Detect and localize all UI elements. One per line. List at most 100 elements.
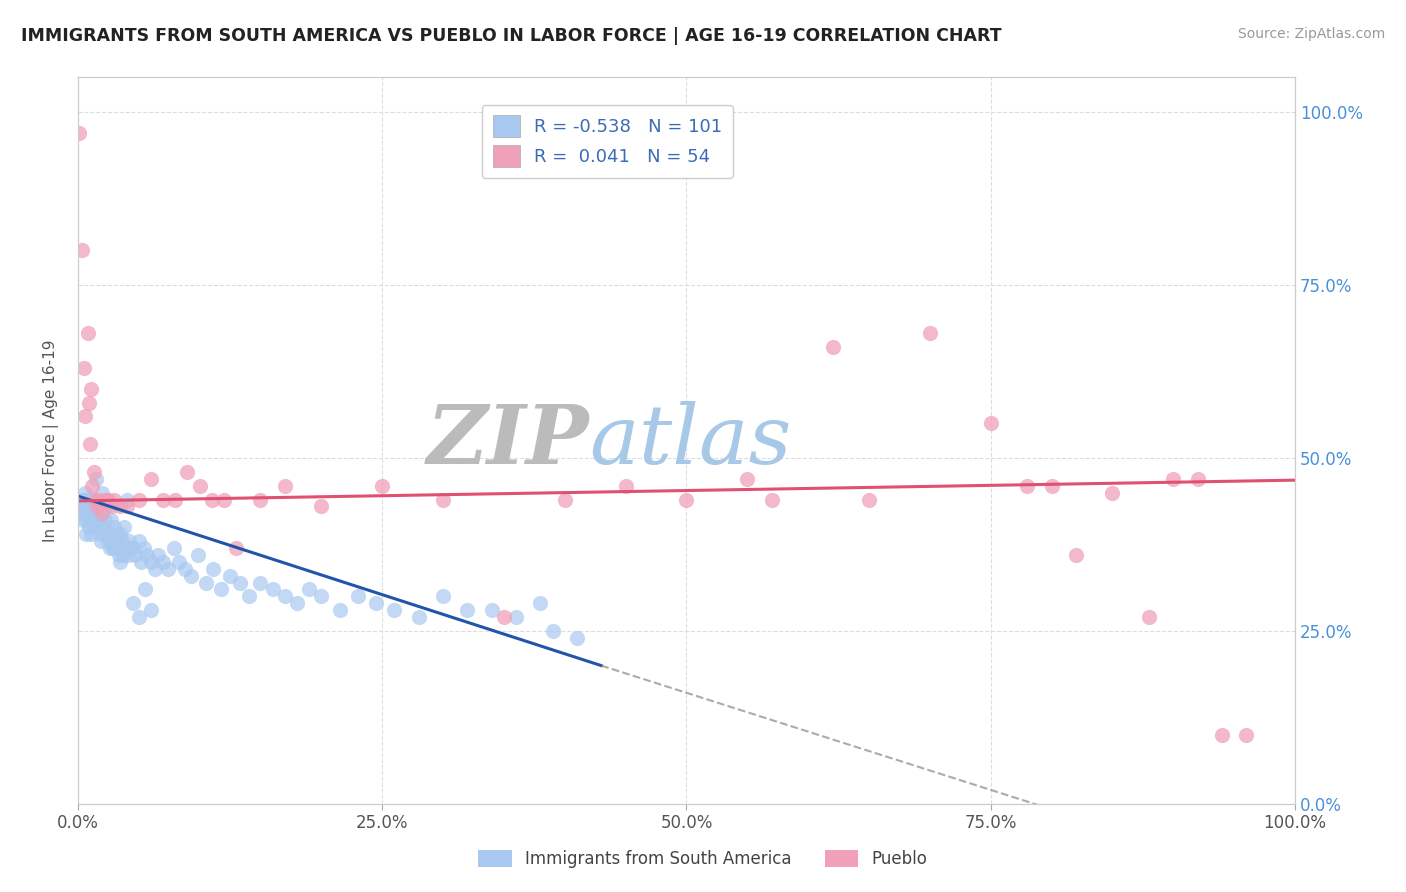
Point	[98, 541, 121, 555]
Point	[76, 507, 98, 521]
Point	[1187, 472, 1209, 486]
Point	[139, 603, 162, 617]
Point	[505, 610, 527, 624]
Point	[93, 520, 115, 534]
Point	[79, 513, 101, 527]
Point	[104, 534, 127, 549]
Point	[87, 492, 110, 507]
Point	[115, 541, 138, 555]
Point	[128, 492, 150, 507]
Point	[103, 541, 125, 555]
Point	[76, 326, 98, 341]
Point	[163, 541, 186, 555]
Point	[165, 492, 187, 507]
Point	[120, 541, 142, 555]
Point	[176, 465, 198, 479]
Legend: Immigrants from South America, Pueblo: Immigrants from South America, Pueblo	[472, 843, 934, 875]
Point	[1161, 472, 1184, 486]
Point	[75, 500, 97, 514]
Point	[111, 548, 134, 562]
Point	[529, 596, 551, 610]
Point	[72, 513, 94, 527]
Point	[382, 603, 405, 617]
Point	[346, 590, 368, 604]
Point	[91, 507, 114, 521]
Point	[858, 492, 880, 507]
Point	[139, 555, 162, 569]
Point	[86, 507, 108, 521]
Point	[980, 417, 1002, 431]
Point	[134, 582, 156, 597]
Point	[194, 575, 217, 590]
Point	[274, 590, 297, 604]
Point	[675, 492, 697, 507]
Point	[73, 492, 96, 507]
Point	[118, 534, 141, 549]
Point	[97, 492, 120, 507]
Point	[103, 520, 125, 534]
Point	[274, 478, 297, 492]
Point	[101, 500, 124, 514]
Text: atlas: atlas	[589, 401, 792, 481]
Point	[238, 590, 260, 604]
Point	[121, 596, 143, 610]
Point	[72, 492, 94, 507]
Point	[70, 507, 93, 521]
Point	[67, 126, 90, 140]
Point	[76, 492, 98, 507]
Point	[201, 562, 224, 576]
Point	[1017, 478, 1039, 492]
Point	[128, 534, 150, 549]
Point	[554, 492, 576, 507]
Point	[69, 492, 91, 507]
Point	[84, 472, 107, 486]
Point	[614, 478, 637, 492]
Point	[84, 520, 107, 534]
Point	[311, 590, 333, 604]
Point	[124, 548, 146, 562]
Point	[129, 555, 152, 569]
Point	[1064, 548, 1087, 562]
Point	[211, 582, 233, 597]
Point	[432, 492, 454, 507]
Point	[229, 575, 252, 590]
Point	[364, 596, 387, 610]
Point	[492, 610, 515, 624]
Point	[89, 500, 111, 514]
Point	[481, 603, 503, 617]
Point	[143, 562, 166, 576]
Point	[70, 500, 93, 514]
Point	[249, 492, 271, 507]
Point	[1040, 478, 1063, 492]
Point	[821, 340, 844, 354]
Point	[121, 541, 143, 555]
Point	[1137, 610, 1160, 624]
Point	[128, 610, 150, 624]
Point	[152, 492, 174, 507]
Point	[84, 492, 107, 507]
Point	[77, 395, 100, 409]
Point	[107, 541, 129, 555]
Text: Source: ZipAtlas.com: Source: ZipAtlas.com	[1237, 27, 1385, 41]
Point	[918, 326, 941, 341]
Point	[94, 527, 117, 541]
Point	[110, 500, 132, 514]
Point	[75, 409, 97, 424]
Point	[91, 485, 114, 500]
Point	[96, 500, 118, 514]
Point	[90, 534, 112, 549]
Point	[167, 555, 190, 569]
Point	[86, 500, 108, 514]
Point	[329, 603, 352, 617]
Point	[97, 534, 120, 549]
Point	[84, 492, 107, 507]
Point	[148, 548, 170, 562]
Point	[101, 527, 124, 541]
Point	[408, 610, 430, 624]
Point	[108, 548, 131, 562]
Y-axis label: In Labor Force | Age 16-19: In Labor Force | Age 16-19	[44, 340, 59, 542]
Point	[219, 568, 242, 582]
Point	[70, 244, 93, 258]
Point	[262, 582, 284, 597]
Point	[97, 492, 120, 507]
